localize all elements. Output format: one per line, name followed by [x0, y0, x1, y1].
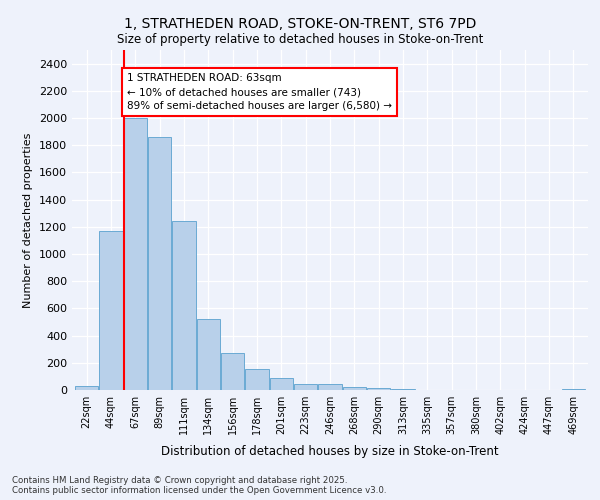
- Bar: [124, 118, 147, 390]
- Bar: [294, 384, 317, 390]
- Text: Contains HM Land Registry data © Crown copyright and database right 2025.
Contai: Contains HM Land Registry data © Crown c…: [12, 476, 386, 495]
- Bar: [221, 352, 244, 390]
- Y-axis label: Number of detached properties: Number of detached properties: [23, 132, 34, 308]
- Text: 1 STRATHEDEN ROAD: 63sqm
← 10% of detached houses are smaller (743)
89% of semi-: 1 STRATHEDEN ROAD: 63sqm ← 10% of detach…: [127, 73, 392, 111]
- Bar: [100, 231, 122, 390]
- X-axis label: Distribution of detached houses by size in Stoke-on-Trent: Distribution of detached houses by size …: [161, 446, 499, 458]
- Bar: [319, 384, 341, 390]
- Text: 1, STRATHEDEN ROAD, STOKE-ON-TRENT, ST6 7PD: 1, STRATHEDEN ROAD, STOKE-ON-TRENT, ST6 …: [124, 18, 476, 32]
- Bar: [367, 388, 390, 390]
- Bar: [75, 386, 98, 390]
- Bar: [343, 388, 366, 390]
- Text: Size of property relative to detached houses in Stoke-on-Trent: Size of property relative to detached ho…: [117, 32, 483, 46]
- Bar: [245, 369, 269, 390]
- Bar: [197, 320, 220, 390]
- Bar: [270, 378, 293, 390]
- Bar: [172, 220, 196, 390]
- Bar: [148, 137, 171, 390]
